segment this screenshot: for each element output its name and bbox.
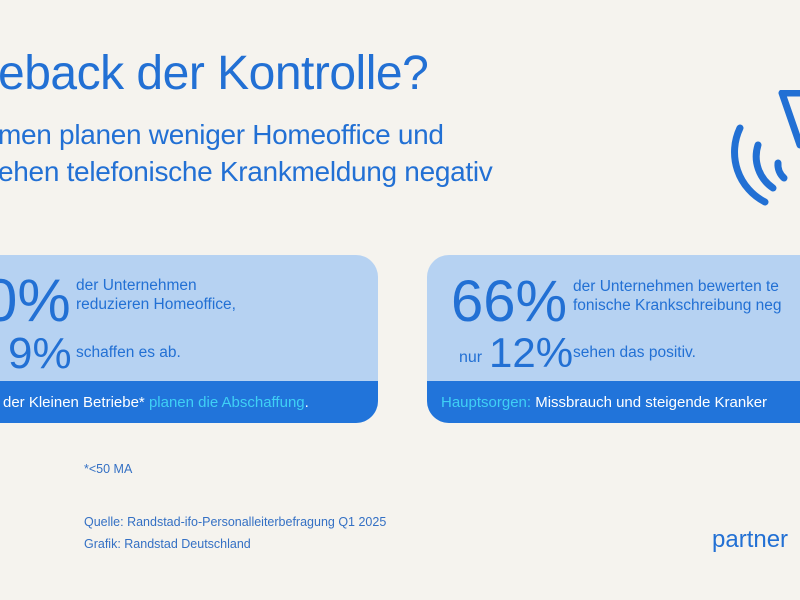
subtitle-line-1: men planen weniger Homeoffice und [0,119,444,150]
homeoffice-reduce-text: der Unternehmen reduzieren Homeoffice, [76,276,236,314]
source-line: Quelle: Randstad-ifo-Personalleiterbefra… [84,515,387,529]
band-text: Missbrauch und steigende Kranker [535,393,768,411]
sick-note-stat-card: 66% der Unternehmen bewerten te fonische… [427,255,800,423]
sick-note-positive-text: sehen das positiv. [573,344,696,361]
sick-note-negative-text: der Unternehmen bewerten te fonische Kra… [573,277,782,315]
broadcast-signal-icon [728,89,800,210]
page-subtitle: men planen weniger Homeoffice und ehen t… [0,116,493,190]
desc-line-1: der Unternehmen bewerten te [573,278,779,295]
homeoffice-abolish-text: schaffen es ab. [76,344,181,361]
homeoffice-stat-card: 0% der Unternehmen reduzieren Homeoffice… [0,255,378,423]
nur-label: nur [459,349,483,366]
small-business-band: der Kleinen Betriebe* planen die Abschaf… [0,381,378,423]
main-concerns-band: Hauptsorgen: Missbrauch und steigende Kr… [427,381,800,423]
band-highlight: Hauptsorgen: [441,393,532,411]
page-title: eback der Kontrolle? [0,47,429,100]
homeoffice-reduce-percent: 0% [0,267,71,334]
band-suffix: . [304,393,309,411]
desc-line-2: reduzieren Homeoffice, [76,296,236,313]
desc-line-2: fonische Krankschreibung neg [573,297,782,314]
band-highlight: planen die Abschaffung [148,393,305,411]
brand-logo-text: partner [712,526,789,553]
sick-note-positive-percent: 12% [489,329,574,376]
sick-note-negative-percent: 66% [451,269,568,334]
subtitle-line-2: ehen telefonische Krankmeldung negativ [0,156,493,187]
homeoffice-abolish-percent: 9% [8,329,72,378]
footnote: *<50 MA [84,462,133,476]
graphic-credit: Grafik: Randstad Deutschland [84,537,251,551]
band-text: der Kleinen Betriebe* [3,393,145,411]
desc-line-1: der Unternehmen [76,277,197,294]
